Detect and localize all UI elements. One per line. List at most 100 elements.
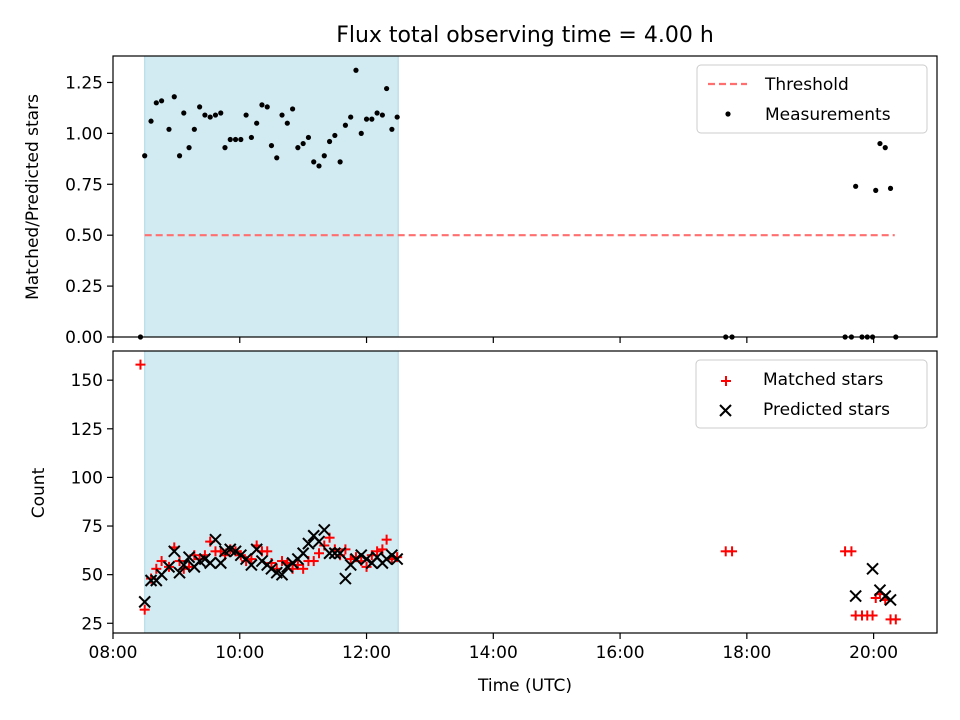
matched-star-point: [345, 554, 356, 565]
measurement-point: [176, 153, 183, 159]
predicted-star-point: [245, 558, 258, 572]
y-tick-label: 75: [81, 517, 103, 537]
predicted-marker-b: [312, 535, 326, 548]
matched-star-point: [308, 556, 319, 567]
predicted-star-point: [328, 547, 342, 560]
matched-star-point: [135, 359, 146, 370]
matched-star-point: [277, 556, 288, 567]
measurement-point: [284, 120, 290, 126]
predicted-marker-b: [318, 523, 331, 537]
matched-star-point: [727, 546, 738, 557]
predicted-marker-b: [390, 552, 404, 566]
measurement-point: [181, 110, 187, 116]
measurement-point: [274, 155, 280, 161]
x-tick-label: 20:00: [849, 643, 898, 663]
top-legend: Threshold Measurements: [696, 64, 928, 134]
predicted-star-point: [168, 545, 181, 558]
bottom-legend-frame: [695, 359, 928, 429]
matched-star-point: [381, 534, 392, 545]
predicted-marker-b: [168, 545, 181, 558]
measurement-point: [202, 112, 208, 118]
predicted-marker-b: [138, 595, 151, 609]
x-tick-label: 16:00: [596, 643, 645, 663]
predicted-marker-b: [209, 533, 222, 546]
matched-star-point: [890, 614, 901, 625]
legend-threshold-label: Threshold: [764, 75, 849, 95]
legend-predicted-label: Predicted stars: [763, 400, 890, 420]
measurement-point: [316, 163, 322, 169]
measurement-point: [348, 114, 354, 120]
top-panel: 0.00 0.25 0.50 0.75 1.00 1.25: [65, 55, 938, 348]
measurement-point: [369, 116, 375, 122]
predicted-star-point: [275, 568, 289, 581]
predicted-star-point: [209, 533, 222, 546]
measurement-point: [374, 110, 380, 116]
legend-measurements-label: Measurements: [765, 105, 891, 125]
predicted-star-point: [323, 547, 336, 560]
bottom-panel: 25 50 75 100 125 150 08:00 10:00 12:00 14:00 16:00…: [71, 350, 938, 663]
measurement-point: [389, 126, 395, 132]
y-tick-label: 0.50: [65, 226, 103, 246]
axes-frame: [112, 55, 938, 338]
predicted-marker-b: [250, 543, 263, 556]
measurement-point: [384, 85, 390, 92]
x-axis-label: Time (UTC): [477, 676, 572, 696]
measurement-point: [300, 140, 306, 147]
measurement-point: [394, 114, 400, 120]
predicted-marker-b: [873, 584, 887, 597]
measurement-point: [212, 112, 219, 118]
measurement-point: [337, 159, 343, 165]
predicted-marker-b: [270, 566, 283, 579]
y-tick-label: 150: [71, 371, 103, 391]
predicted-star-point: [162, 560, 176, 574]
measurement-point: [853, 183, 859, 189]
observing-window-span: [144, 55, 399, 338]
predicted-star-point: [312, 535, 326, 548]
legend-matched-label: Matched stars: [763, 370, 883, 390]
measurement-point: [259, 102, 265, 108]
matched-star-point: [139, 604, 150, 615]
predicted-marker-b: [333, 547, 347, 560]
measurement-point: [873, 187, 879, 193]
measurement-point: [321, 153, 327, 159]
predicted-star-point: [144, 574, 158, 587]
y-tick-label: 1.00: [65, 124, 103, 144]
measurement-point: [311, 159, 317, 165]
legend-matched-swatch: [721, 376, 731, 386]
measurement-point: [379, 112, 385, 118]
predicted-marker-b: [245, 558, 258, 572]
matched-star-point: [151, 563, 162, 574]
measurement-point: [887, 185, 894, 191]
predicted-star-point: [177, 558, 190, 572]
predicted-marker-b: [323, 547, 336, 560]
measurement-point: [877, 140, 883, 147]
x-tick-label: 18:00: [722, 643, 771, 663]
y-tick-label: 0.75: [65, 175, 103, 195]
measurement-point: [289, 106, 296, 112]
measurement-point: [254, 120, 260, 126]
matched-star-point: [262, 546, 273, 557]
predicted-marker-b: [173, 566, 186, 579]
predicted-marker-b: [214, 556, 227, 570]
predicted-marker-b: [296, 547, 310, 560]
legend-predicted-marker-b: [719, 404, 732, 417]
y-tick-label: 0.00: [65, 328, 103, 348]
matched-star-point: [867, 610, 878, 621]
predicted-marker-b: [307, 529, 320, 542]
matched-star-point: [314, 548, 324, 559]
predicted-marker-b: [144, 574, 158, 587]
predicted-star-point: [866, 562, 879, 576]
predicted-star-point: [182, 550, 196, 564]
measurement-point: [295, 145, 301, 151]
bottom-legend: Matched stars Predicted stars: [695, 359, 928, 429]
legend-predicted-swatch: [719, 404, 732, 417]
y-tick-label: 1.25: [65, 73, 103, 93]
predicted-marker-b: [177, 558, 190, 572]
y-tick-label: 125: [71, 420, 103, 440]
measurement-point: [142, 153, 148, 159]
predicted-marker-b: [884, 593, 897, 607]
bottom-y-axis-label: Count: [29, 467, 49, 518]
matched-star-point: [246, 554, 257, 565]
y-tick-label: 50: [81, 566, 103, 586]
